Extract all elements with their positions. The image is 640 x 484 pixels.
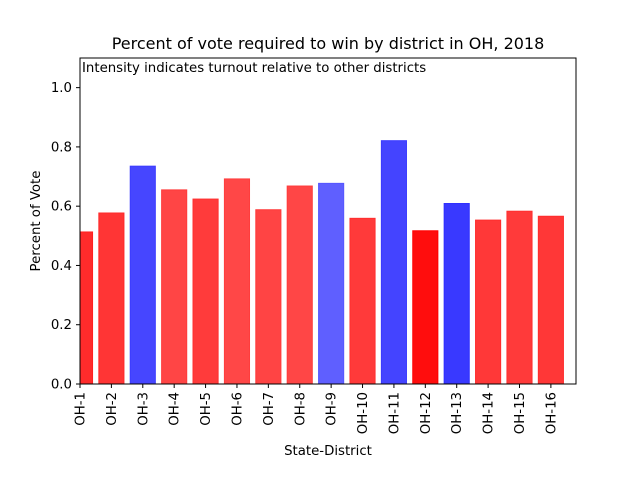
bar-oh-6 [223,178,251,384]
x-tick-label: OH-15 [513,392,528,434]
bar-oh-13 [443,203,470,384]
x-tick-label: OH-8 [293,392,308,426]
x-tick-label: OH-5 [199,392,214,426]
x-tick-label: OH-3 [136,392,151,426]
bar-oh-14 [475,219,502,384]
bar-oh-12 [412,230,439,384]
x-tick-label: OH-6 [230,392,245,426]
plot-area: 0.0 0.2 0.4 0.6 0.8 1.0 OH-1 OH-2 OH-3 OH-4 OH-5 OH… [51,57,577,434]
x-tick-label: OH-9 [325,392,340,426]
plot-frame [79,57,577,385]
x-tick-label: OH-13 [450,392,465,434]
y-tick-label: 0.0 [51,378,72,393]
chart-title: Percent of vote required to win by distr… [112,34,545,53]
bar-oh-7 [255,209,282,384]
y-tick-label: 0.4 [51,259,72,274]
bar-oh-8 [286,185,313,384]
y-axis-label: Percent of Vote [29,171,44,272]
x-tick-label: OH-4 [168,392,183,426]
chart-annotation: Intensity indicates turnout relative to … [82,61,426,76]
bar-oh-5 [192,198,219,384]
y-tick-label: 0.2 [51,318,72,333]
x-axis-label: State-District [284,444,372,459]
bar-oh-2 [98,212,125,384]
x-tick-label: OH-7 [262,392,277,426]
bar-oh-16 [537,215,564,384]
bar-oh-1 [80,231,94,384]
bars [80,140,564,384]
x-tick-label: OH-1 [74,392,89,426]
bar-oh-15 [506,210,533,384]
x-tick-label: OH-12 [419,392,434,434]
x-tick-label: OH-2 [105,392,120,426]
y-tick-label: 1.0 [51,81,72,96]
bar-oh-4 [161,189,188,384]
bar-oh-11 [380,140,407,384]
bar-oh-10 [349,217,376,384]
x-tick-label: OH-11 [387,392,402,434]
y-tick-label: 0.6 [51,200,72,215]
x-tick-label: OH-16 [544,392,559,434]
bar-oh-3 [129,165,156,384]
y-tick-label: 0.8 [51,140,72,155]
x-tick-label: OH-14 [482,392,497,434]
x-tick-label: OH-10 [356,392,371,434]
bar-oh-9 [318,182,345,384]
